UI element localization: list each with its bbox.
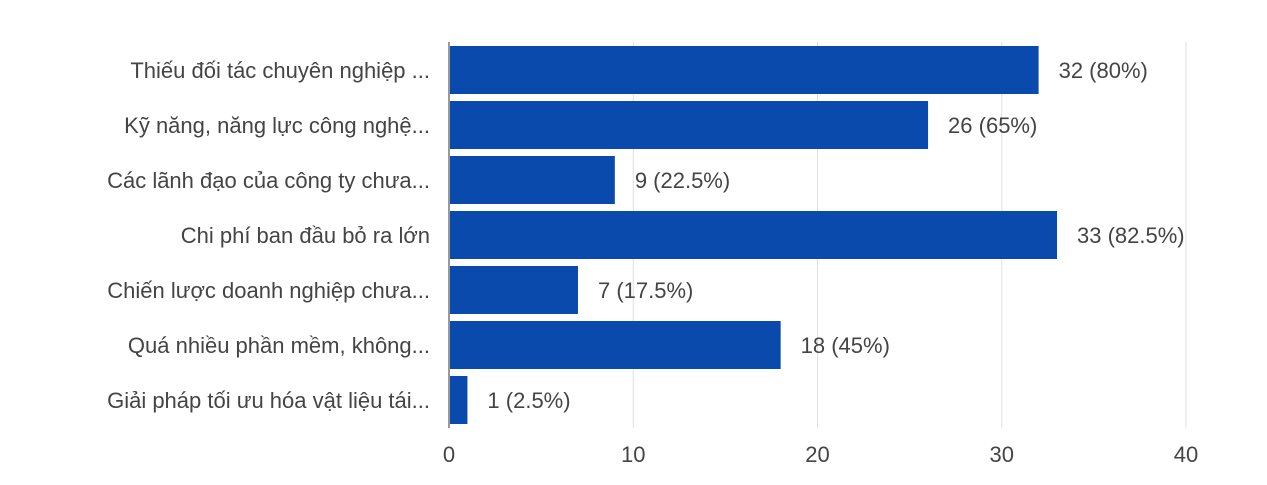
data-label: 26 (65%) [948, 113, 1037, 138]
x-tick-label: 20 [805, 442, 829, 467]
data-label: 7 (17.5%) [598, 278, 693, 303]
bar [450, 156, 615, 204]
x-tick-label: 30 [990, 442, 1014, 467]
category-label: Các lãnh đạo của công ty chưa... [107, 168, 430, 193]
data-label: 1 (2.5%) [487, 388, 570, 413]
category-label: Chiến lược doanh nghiệp chưa... [107, 278, 430, 303]
category-label: Giải pháp tối ưu hóa vật liệu tái... [107, 388, 430, 413]
bar [450, 211, 1058, 259]
category-label: Kỹ năng, năng lực công nghệ... [124, 113, 430, 138]
x-tick-label: 10 [621, 442, 645, 467]
category-label: Chi phí ban đầu bỏ ra lớn [181, 223, 430, 248]
bar [450, 266, 578, 314]
data-label: 32 (80%) [1059, 58, 1148, 83]
data-label: 18 (45%) [801, 333, 890, 358]
category-label: Quá nhiều phần mềm, không... [128, 333, 430, 358]
bar [450, 376, 468, 424]
data-label: 33 (82.5%) [1077, 223, 1185, 248]
x-tick-label: 0 [443, 442, 455, 467]
bar [450, 321, 781, 369]
x-tick-label: 40 [1174, 442, 1198, 467]
category-label: Thiếu đối tác chuyên nghiệp ... [130, 58, 430, 83]
data-label: 9 (22.5%) [635, 168, 730, 193]
bar [450, 46, 1039, 94]
bar [450, 101, 929, 149]
